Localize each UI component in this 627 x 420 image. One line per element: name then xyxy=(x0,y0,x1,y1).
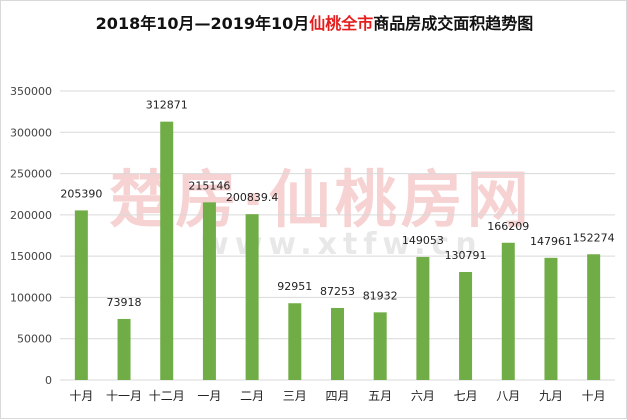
x-category-label: 四月 xyxy=(325,389,349,403)
bar xyxy=(459,272,473,380)
x-category-label: 九月 xyxy=(539,389,563,403)
data-label: 312871 xyxy=(146,99,188,112)
bar xyxy=(331,307,344,380)
y-tick-label: 0 xyxy=(45,374,52,387)
bar xyxy=(245,214,259,380)
y-axis-ticks: 0 50000 100000 150000 200000 250000 300000 3500… xyxy=(10,85,52,387)
bar xyxy=(416,256,430,380)
y-tick-label: 300000 xyxy=(10,126,52,139)
x-category-label: 十月 xyxy=(582,389,606,403)
x-category-label: 五月 xyxy=(368,389,392,403)
bar xyxy=(288,303,302,380)
x-category-label: 七月 xyxy=(454,389,478,403)
y-tick-label: 50000 xyxy=(17,333,52,346)
x-category-label: 十二月 xyxy=(149,389,185,403)
bar xyxy=(587,254,601,380)
data-label: 73918 xyxy=(107,296,142,309)
x-category-label: 十一月 xyxy=(106,389,142,403)
bar xyxy=(74,210,88,380)
title-highlight: 仙桃全市 xyxy=(309,14,374,33)
x-category-label: 八月 xyxy=(496,389,520,403)
data-label: 205390 xyxy=(60,187,102,200)
x-axis-categories: 十月 十一月 十二月 一月 二月 三月 四月 五月 六月 七月 八月 九月 十月 xyxy=(69,389,605,403)
y-tick-label: 350000 xyxy=(10,85,52,98)
chart-title: 2018年10月—2019年10月仙桃全市商品房成交面积趋势图 xyxy=(1,10,627,34)
bar xyxy=(160,121,174,380)
data-label: 81932 xyxy=(363,289,398,302)
bar xyxy=(501,242,515,380)
bar xyxy=(544,257,558,380)
data-label: 149053 xyxy=(402,234,444,247)
x-category-label: 二月 xyxy=(240,389,264,403)
title-part-1: 2018年10月—2019年10月 xyxy=(95,14,310,33)
data-label: 200839.4 xyxy=(226,191,279,204)
y-tick-label: 100000 xyxy=(10,291,52,304)
y-tick-label: 250000 xyxy=(10,168,52,181)
x-category-label: 六月 xyxy=(411,389,435,403)
bars xyxy=(74,121,601,380)
bar xyxy=(373,312,387,380)
data-label: 215146 xyxy=(188,179,230,192)
y-tick-label: 200000 xyxy=(10,209,52,222)
data-label: 87253 xyxy=(320,285,355,298)
title-part-2: 商品房成交面积趋势图 xyxy=(373,14,534,33)
x-category-label: 十月 xyxy=(69,389,93,403)
x-category-label: 三月 xyxy=(283,389,307,403)
bar xyxy=(202,202,216,380)
data-label: 130791 xyxy=(445,249,487,262)
bar xyxy=(117,318,131,380)
data-label: 92951 xyxy=(277,280,312,293)
data-label: 152274 xyxy=(573,231,615,244)
x-category-label: 一月 xyxy=(197,389,221,403)
y-tick-label: 150000 xyxy=(10,250,52,263)
data-label: 147961 xyxy=(530,235,572,248)
data-label: 166209 xyxy=(487,220,529,233)
